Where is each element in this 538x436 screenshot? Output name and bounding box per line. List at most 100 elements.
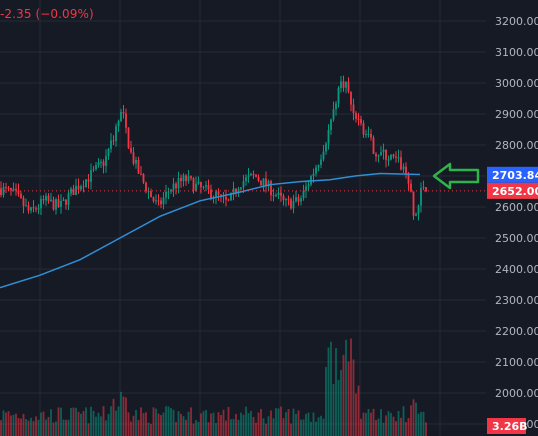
- candle-body: [7, 187, 10, 189]
- candle-body: [87, 179, 90, 182]
- volume-bar: [27, 420, 30, 436]
- candle-body: [85, 179, 87, 187]
- volume-bar: [297, 410, 300, 436]
- volume-bar: [285, 412, 287, 436]
- volume-bar: [380, 409, 382, 436]
- volume-bar: [107, 413, 110, 436]
- candle-body: [210, 189, 212, 199]
- candle-body: [122, 112, 125, 114]
- volume-bar: [65, 419, 67, 436]
- volume-bar: [307, 412, 310, 436]
- candle-body: [247, 175, 250, 178]
- candle-body: [60, 200, 62, 207]
- candle-body: [335, 103, 337, 110]
- candle-body: [390, 154, 392, 160]
- y-tick-label: 2100.00: [495, 356, 538, 369]
- volume-label-text: 3.26B: [492, 420, 528, 433]
- volume-bar: [312, 412, 315, 436]
- volume-bar: [217, 412, 220, 436]
- volume-bar: [342, 354, 345, 436]
- candle-body: [115, 126, 117, 141]
- candle-body: [332, 109, 335, 120]
- candle-body: [57, 199, 60, 207]
- volume-bar: [112, 398, 115, 436]
- volume-bar: [277, 408, 280, 436]
- y-tick-label: 2600.00: [495, 201, 538, 214]
- volume-bar: [395, 421, 397, 436]
- volume-bar: [12, 414, 15, 436]
- candle-body: [37, 208, 40, 210]
- volume-bar: [90, 406, 92, 436]
- volume-bar: [257, 412, 260, 436]
- candle-body: [342, 81, 345, 88]
- volume-bar: [120, 391, 122, 436]
- candle-body: [237, 189, 240, 194]
- volume-bar: [142, 413, 145, 436]
- volume-bar: [190, 407, 192, 436]
- volume-bar: [417, 413, 420, 436]
- volume-bar: [287, 409, 290, 436]
- candle-body: [257, 176, 260, 181]
- volume-bar: [215, 423, 217, 436]
- volume-bar: [125, 397, 127, 436]
- volume-bar: [397, 411, 400, 436]
- candle-body: [350, 91, 352, 105]
- candle-body: [417, 205, 420, 215]
- y-tick-label: 3200.00: [495, 15, 538, 28]
- candle-body: [300, 198, 302, 202]
- candle-body: [90, 170, 92, 182]
- volume-bar: [330, 341, 332, 436]
- candle-body: [327, 130, 330, 144]
- candle-body: [0, 188, 2, 196]
- candle-body: [50, 199, 52, 202]
- candle-body: [240, 187, 242, 190]
- candle-body: [227, 199, 230, 201]
- volume-bar: [35, 416, 37, 436]
- candle-body: [230, 192, 232, 201]
- volume-bar: [300, 419, 302, 436]
- candle-body: [167, 191, 170, 193]
- volume-bar: [325, 366, 327, 436]
- volume-bar: [175, 422, 177, 436]
- volume-bar: [310, 421, 312, 436]
- candle-body: [95, 165, 97, 170]
- volume-bar: [230, 419, 232, 436]
- candle-body: [157, 200, 160, 202]
- volume-bar: [375, 420, 377, 436]
- candle-body: [375, 153, 377, 157]
- volume-bar: [135, 410, 137, 436]
- volume-bar: [400, 417, 402, 436]
- candle-body: [292, 201, 295, 209]
- volume-bar: [272, 418, 275, 436]
- y-tick-label: 2400.00: [495, 263, 538, 276]
- candle-body: [372, 137, 375, 154]
- volume-bar: [87, 423, 90, 436]
- volume-bar: [290, 423, 292, 436]
- candle-body: [302, 190, 305, 199]
- candle-body: [97, 162, 100, 166]
- candle-body: [337, 87, 340, 104]
- candle-body: [305, 186, 307, 191]
- volume-bar: [202, 411, 205, 436]
- candle-body: [315, 167, 317, 174]
- y-tick-label: 2000.00: [495, 387, 538, 400]
- candle-body: [405, 166, 407, 174]
- candle-body: [92, 169, 95, 171]
- volume-bar: [95, 416, 97, 436]
- volume-bar: [252, 417, 255, 436]
- candle-body: [2, 187, 5, 196]
- candle-body: [205, 185, 207, 187]
- volume-bar: [262, 418, 265, 436]
- candle-body: [55, 199, 57, 210]
- candle-body: [250, 173, 252, 176]
- volume-bar: [172, 409, 175, 436]
- candle-body: [32, 207, 35, 209]
- candle-body: [40, 199, 42, 209]
- candle-body: [255, 174, 257, 177]
- y-tick-label: 2500.00: [495, 232, 538, 245]
- volume-bar: [267, 416, 270, 436]
- candle-body: [262, 178, 265, 186]
- volume-bar: [45, 419, 47, 436]
